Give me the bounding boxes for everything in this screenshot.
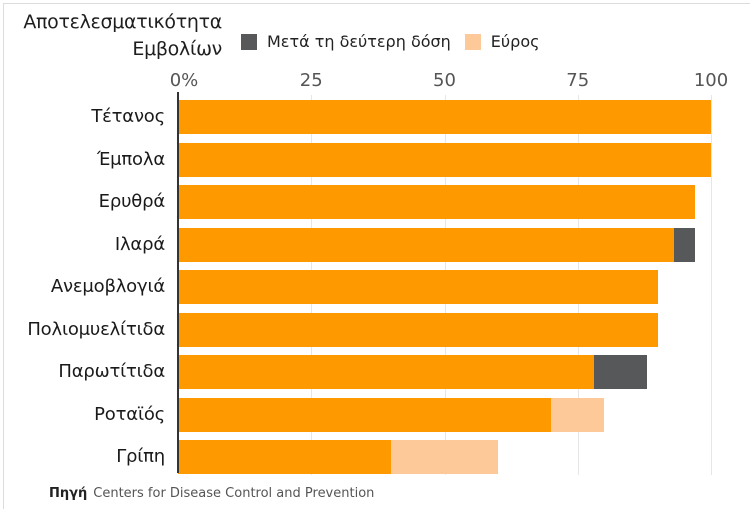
bar-effectiveness (178, 355, 594, 389)
chart-title-line2: Εμβολίων (132, 38, 222, 60)
bar-effectiveness (178, 227, 674, 262)
category-label: Τέτανος (91, 106, 165, 127)
x-tick-label: 25 (299, 70, 323, 91)
source-label: Πηγή (49, 486, 88, 501)
legend-item-second-dose: Μετά τη δεύτερη δόση (241, 32, 451, 51)
chart-title-line1: Αποτελεσματικότητα (23, 11, 222, 33)
legend-label-second-dose: Μετά τη δεύτερη δόση (267, 32, 451, 51)
x-tick-label: 0% (169, 70, 199, 91)
x-axis-ticks: 0% 25 50 75 100 (0, 70, 750, 92)
legend: Μετά τη δεύτερη δόση Εύρος (241, 32, 554, 51)
gridline (711, 95, 712, 475)
category-label: Γρίπη (116, 446, 165, 467)
x-tick-label: 75 (566, 70, 590, 91)
category-label: Ιλαρά (114, 233, 165, 255)
category-label: Ερυθρά (98, 191, 166, 212)
legend-swatch-second-dose (241, 33, 257, 50)
bar-effectiveness (178, 185, 695, 219)
x-tick-label: 50 (433, 70, 456, 91)
bar-effectiveness (178, 397, 552, 432)
legend-swatch-range (464, 33, 481, 50)
legend-label-range: Εύρος (490, 32, 540, 51)
category-label: Ανεμοβλογιά (50, 276, 165, 297)
category-label: Πολιομυελίτιδα (27, 318, 165, 340)
chart-title: Αποτελεσματικότητα Εμβολίων (23, 9, 222, 63)
bar-effectiveness (178, 270, 658, 304)
bar-second-dose (673, 227, 695, 262)
category-label: Παρωτίτιδα (58, 361, 165, 382)
source-note: Πηγή Centers for Disease Control and Prev… (49, 486, 374, 501)
bar-effectiveness (178, 440, 392, 474)
category-label: Έμπολα (96, 148, 165, 170)
legend-item-range: Εύρος (464, 32, 540, 51)
bar-effectiveness (178, 100, 711, 134)
bar-effectiveness (178, 312, 658, 347)
bar-range (391, 440, 498, 474)
zero-axis-line (177, 92, 179, 473)
bar-second-dose (593, 355, 648, 389)
bar-effectiveness (178, 142, 711, 177)
category-label: Ροταϊός (94, 403, 165, 425)
x-tick-label: 100 (693, 70, 729, 91)
bar-range (551, 397, 605, 432)
chart-frame (3, 3, 750, 509)
source-text: Centers for Disease Control and Preventi… (93, 486, 375, 501)
